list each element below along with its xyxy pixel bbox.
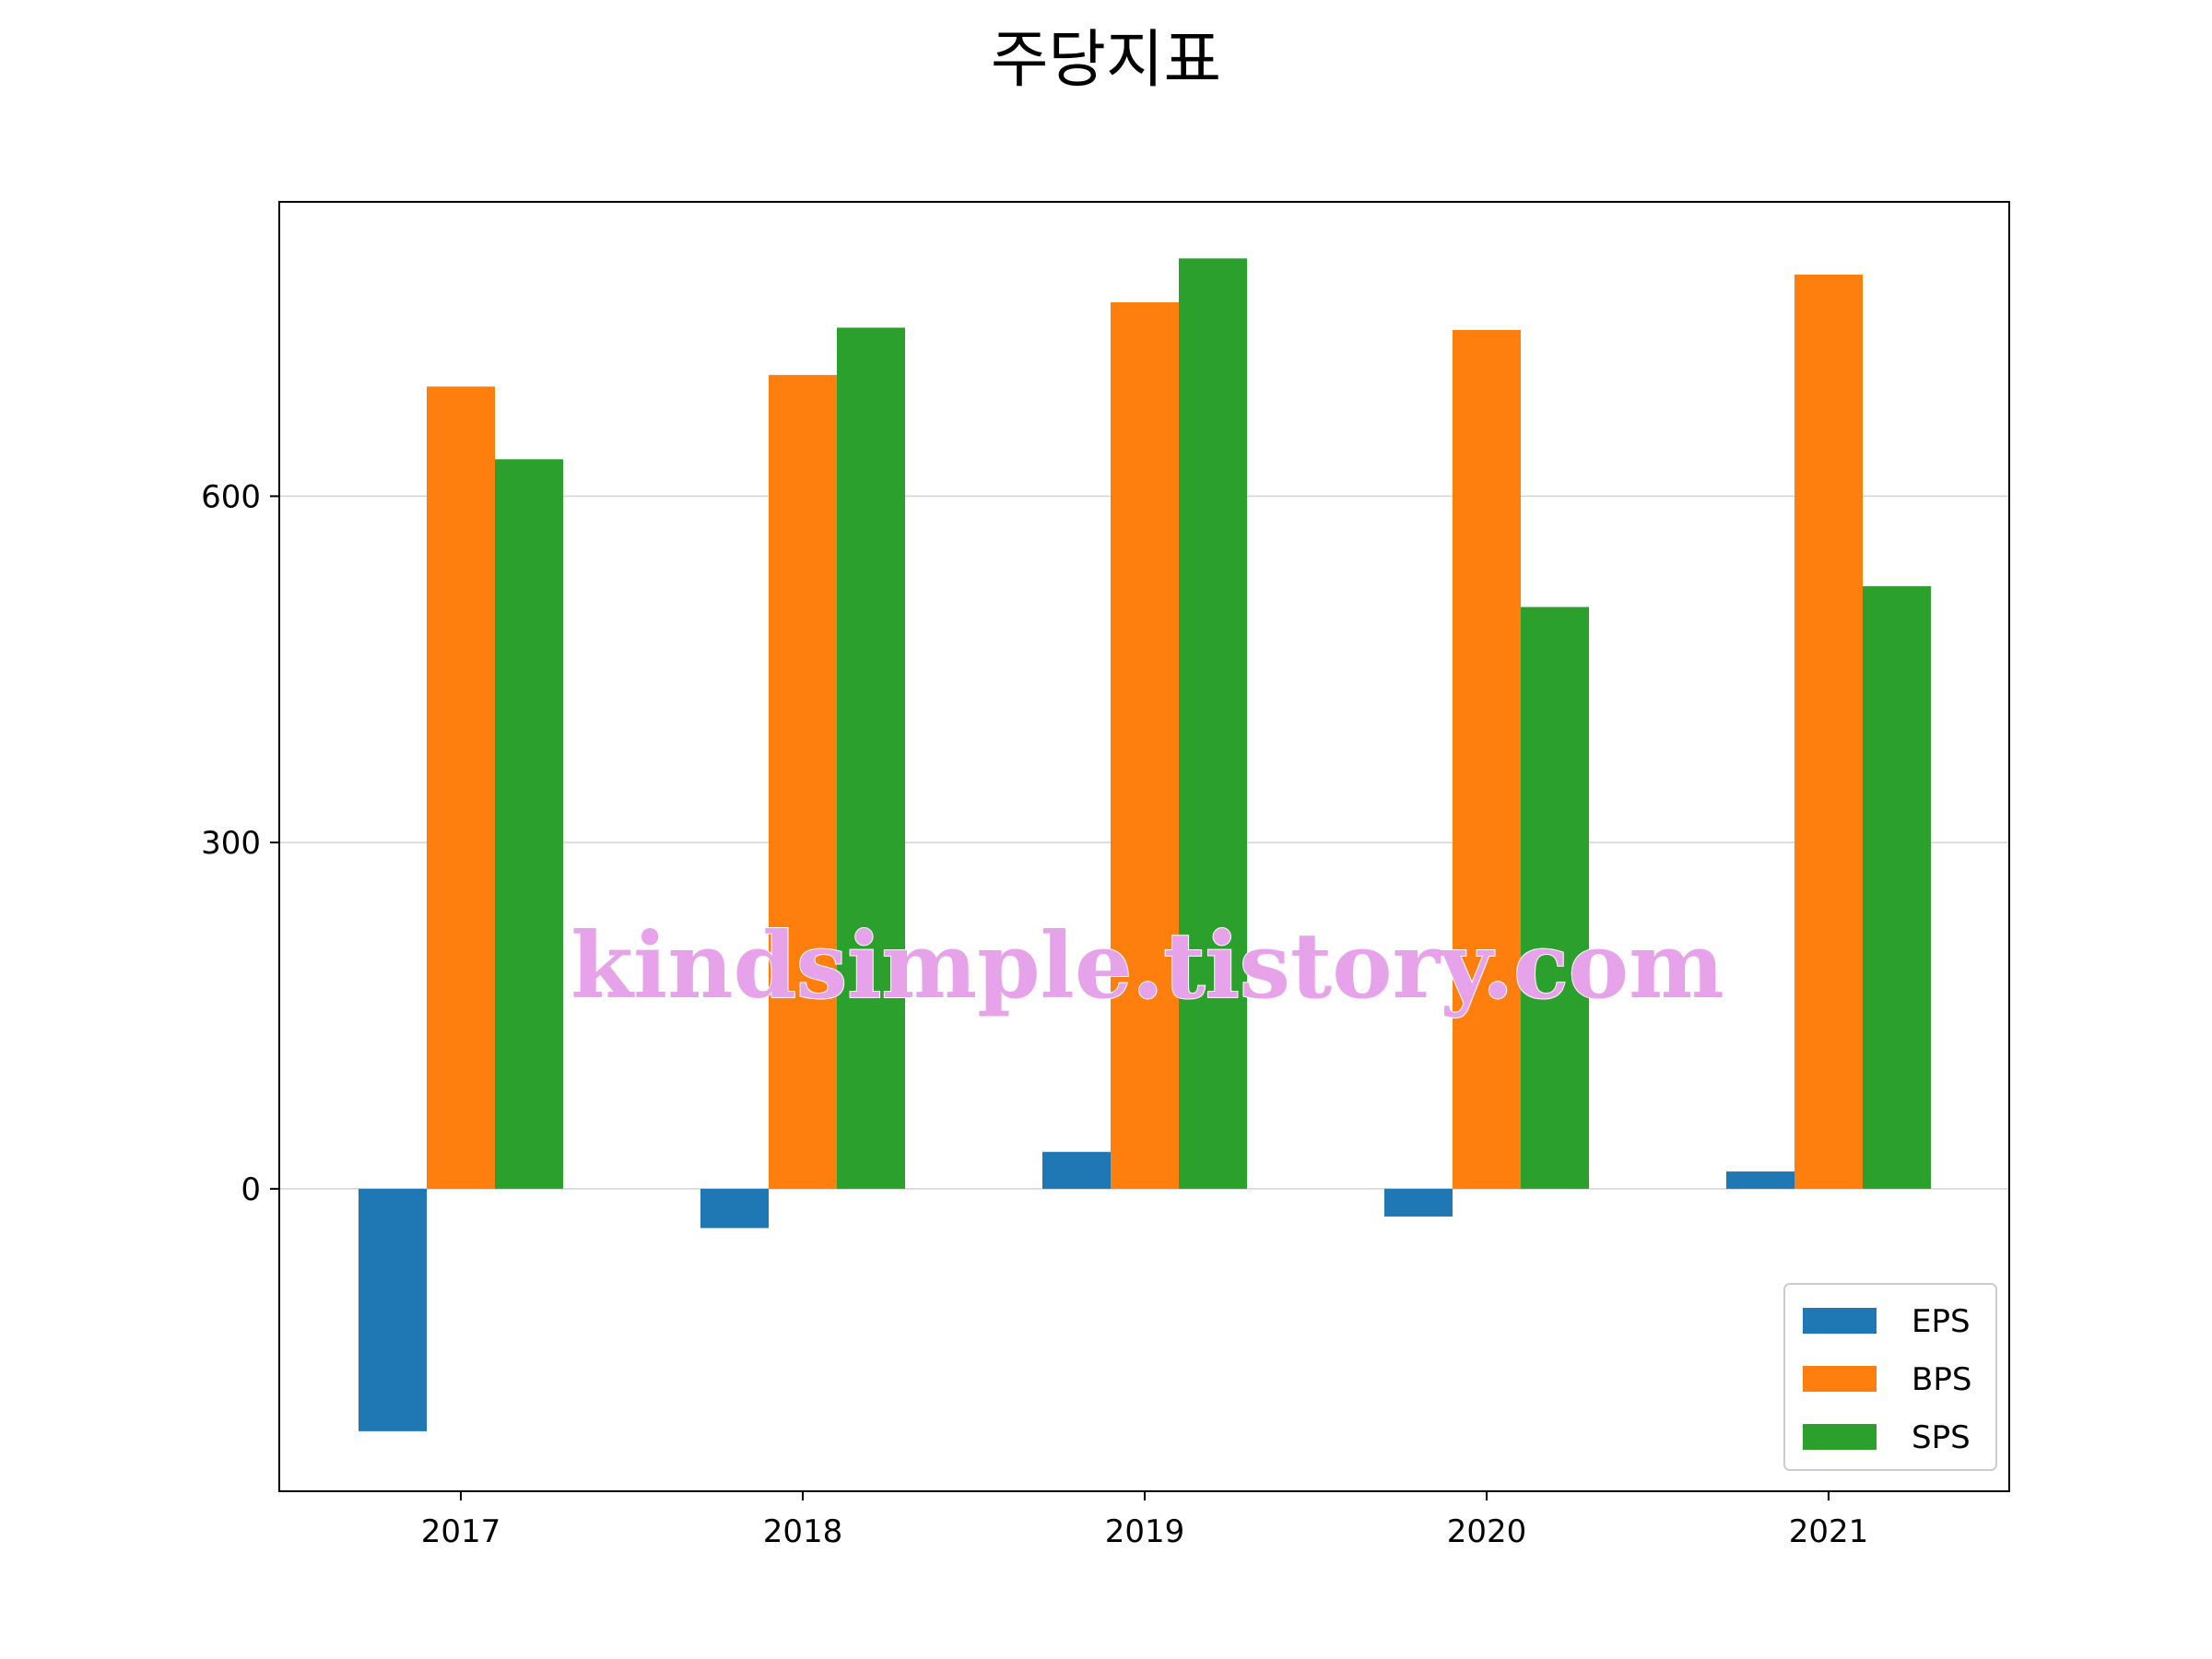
plot-area: 0 300 600 2017 2018 2019 2020 2021	[201, 201, 2010, 1550]
bar-eps-2021	[1726, 1171, 1794, 1189]
legend-label-sps: SPS	[1912, 1419, 1971, 1456]
bar-bps-2021	[1794, 274, 1863, 1189]
bar-bps-2018	[769, 374, 837, 1189]
x-axis: 2017 2018 2019 2020 2021	[421, 1491, 1869, 1550]
y-axis: 0 300 600	[201, 478, 279, 1208]
legend-swatch-sps	[1803, 1424, 1877, 1450]
bar-eps-2017	[359, 1188, 427, 1431]
bars	[359, 258, 1931, 1431]
legend-label-eps: EPS	[1912, 1303, 1971, 1340]
bar-sps-2018	[837, 327, 905, 1189]
y-tick-label: 300	[201, 825, 261, 862]
chart-title: 주당지표	[991, 24, 1221, 97]
bar-bps-2019	[1111, 301, 1179, 1189]
y-tick-label: 0	[241, 1171, 261, 1208]
bar-sps-2017	[495, 459, 563, 1189]
legend: EPS BPS SPS	[1783, 1283, 1997, 1471]
legend-label-bps: BPS	[1912, 1361, 1971, 1398]
x-tick-label: 2020	[1447, 1513, 1527, 1550]
bar-sps-2021	[1863, 586, 1931, 1189]
bar-bps-2020	[1453, 330, 1521, 1189]
legend-swatch-eps	[1803, 1308, 1877, 1334]
x-tick-label: 2017	[421, 1513, 501, 1550]
x-tick-label: 2019	[1105, 1513, 1185, 1550]
legend-swatch-bps	[1803, 1366, 1877, 1392]
x-tick-label: 2021	[1789, 1513, 1869, 1550]
watermark: kindsimple.tistory.com	[571, 913, 1724, 1019]
y-tick-label: 600	[201, 478, 261, 515]
bar-eps-2020	[1384, 1188, 1453, 1217]
bar-sps-2019	[1179, 258, 1247, 1189]
bar-sps-2020	[1521, 606, 1589, 1189]
x-tick-label: 2018	[763, 1513, 843, 1550]
bar-eps-2018	[700, 1188, 769, 1229]
bar-eps-2019	[1042, 1151, 1111, 1189]
bar-bps-2017	[427, 386, 495, 1189]
